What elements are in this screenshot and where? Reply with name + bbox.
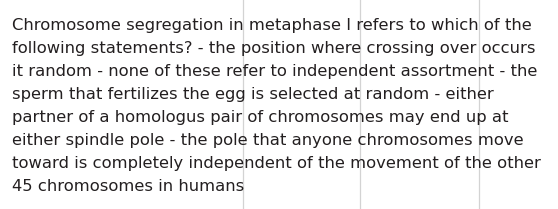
Text: 45 chromosomes in humans: 45 chromosomes in humans bbox=[12, 179, 244, 194]
Text: following statements? - the position where crossing over occurs: following statements? - the position whe… bbox=[12, 41, 536, 56]
Text: it random - none of these refer to independent assortment - the: it random - none of these refer to indep… bbox=[12, 64, 537, 79]
Text: partner of a homologus pair of chromosomes may end up at: partner of a homologus pair of chromosom… bbox=[12, 110, 508, 125]
Text: Chromosome segregation in metaphase I refers to which of the: Chromosome segregation in metaphase I re… bbox=[12, 18, 532, 33]
Text: toward is completely independent of the movement of the other: toward is completely independent of the … bbox=[12, 156, 541, 171]
Text: sperm that fertilizes the egg is selected at random - either: sperm that fertilizes the egg is selecte… bbox=[12, 87, 494, 102]
Text: either spindle pole - the pole that anyone chromosomes move: either spindle pole - the pole that anyo… bbox=[12, 133, 523, 148]
